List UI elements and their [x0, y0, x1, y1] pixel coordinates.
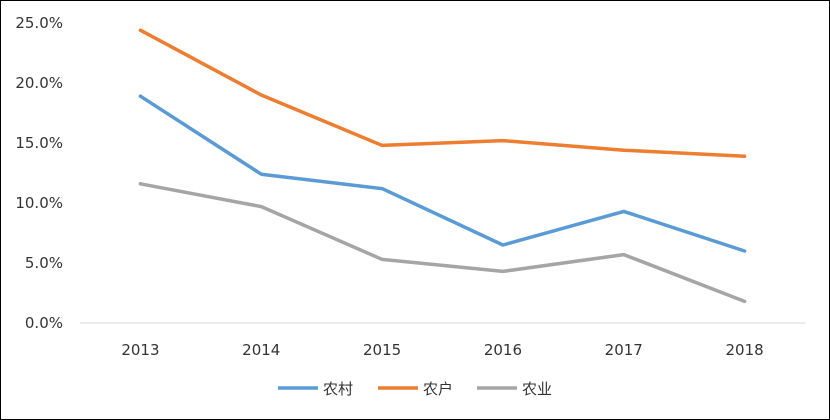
- data-point: [259, 205, 263, 209]
- data-point: [259, 172, 263, 176]
- x-tick-label: 2017: [605, 341, 643, 359]
- data-point: [138, 28, 142, 32]
- x-tick-label: 2015: [363, 341, 401, 359]
- data-point: [501, 243, 505, 247]
- series-lines: [138, 28, 747, 304]
- data-point: [380, 187, 384, 191]
- data-point: [380, 143, 384, 147]
- x-tick-label: 2018: [725, 341, 763, 359]
- series-line: [138, 182, 747, 304]
- legend-label: 农业: [522, 380, 552, 398]
- series-line: [138, 28, 747, 158]
- data-point: [622, 148, 626, 152]
- y-tick-label: 20.0%: [15, 74, 63, 92]
- y-tick-label: 10.0%: [15, 194, 63, 212]
- legend-label: 农户: [423, 380, 453, 398]
- data-point: [138, 94, 142, 98]
- y-tick-label: 25.0%: [15, 14, 63, 32]
- legend-label: 农村: [323, 380, 353, 398]
- x-axis-ticks: 2013 2014 2015 2016 2017 2018: [121, 341, 763, 359]
- data-point: [501, 269, 505, 273]
- data-point: [622, 209, 626, 213]
- y-tick-label: 0.0%: [25, 314, 63, 332]
- data-point: [743, 249, 747, 253]
- data-point: [743, 299, 747, 303]
- data-point: [138, 182, 142, 186]
- data-point: [380, 257, 384, 261]
- x-tick-label: 2013: [121, 341, 159, 359]
- data-point: [743, 154, 747, 158]
- x-tick-label: 2016: [484, 341, 522, 359]
- x-tick-label: 2014: [242, 341, 280, 359]
- y-axis-ticks: 0.0% 5.0% 10.0% 15.0% 20.0% 25.0%: [15, 14, 63, 332]
- data-point: [501, 139, 505, 143]
- data-point: [622, 253, 626, 257]
- legend: 农村 农户 农业: [278, 380, 552, 398]
- data-point: [259, 93, 263, 97]
- y-tick-label: 5.0%: [25, 254, 63, 272]
- series-line: [138, 94, 747, 253]
- y-tick-label: 15.0%: [15, 134, 63, 152]
